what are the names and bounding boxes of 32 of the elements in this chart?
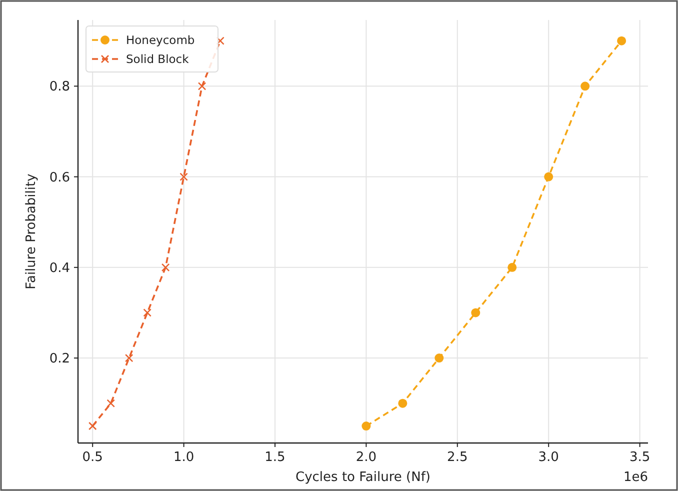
point [362, 422, 371, 431]
y-tick-label: 0.8 [49, 80, 70, 95]
point [398, 398, 408, 408]
y-tick-label: 0.6 [49, 170, 70, 186]
point [124, 354, 134, 362]
x-tick-label: 3.5 [629, 450, 650, 465]
point [216, 36, 224, 45]
point [544, 172, 554, 182]
point [198, 82, 206, 90]
point [471, 308, 480, 318]
point [161, 263, 170, 272]
x-tick-label: 1.0 [173, 450, 194, 465]
text: 1e6 [623, 470, 648, 485]
legend-label: Solid Block [126, 52, 190, 66]
x-tick-label: 3.0 [538, 450, 559, 465]
y-tick-label: 0.2 [49, 352, 70, 367]
x-axis-title: Cycles to Failure (Nf) [296, 470, 430, 485]
y-tick-label: 0.4 [49, 260, 70, 276]
point [88, 422, 97, 430]
point [580, 82, 590, 91]
x-tick-label: 2.0 [356, 450, 377, 465]
point [617, 36, 626, 46]
x-tick-label: 1.5 [264, 450, 286, 465]
x-tick-label: 2.5 [447, 450, 468, 465]
point [180, 172, 188, 181]
point [106, 399, 115, 408]
y-axis-title: Failure Probability [24, 173, 39, 290]
x-tick-label: 0.5 [82, 450, 103, 465]
point [434, 354, 444, 363]
legend-label: Honeycomb [126, 33, 195, 47]
point [143, 308, 152, 317]
point [508, 262, 517, 272]
